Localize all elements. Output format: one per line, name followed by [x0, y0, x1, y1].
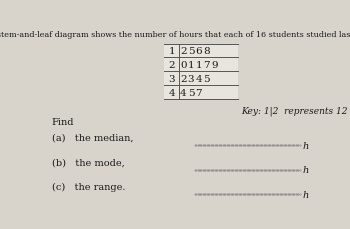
Text: The stem-and-leaf diagram shows the number of hours that each of 16 students stu: The stem-and-leaf diagram shows the numb… [0, 30, 350, 38]
Text: 4: 4 [168, 88, 175, 97]
Text: 1: 1 [195, 60, 202, 70]
Text: 2: 2 [168, 60, 175, 70]
Text: 4: 4 [195, 74, 202, 83]
Text: 5: 5 [188, 88, 194, 97]
Text: 5: 5 [188, 47, 194, 56]
FancyBboxPatch shape [164, 44, 238, 100]
Text: (a)   the median,: (a) the median, [51, 133, 133, 142]
Text: 5: 5 [203, 74, 210, 83]
Text: 2: 2 [180, 74, 187, 83]
Text: Find: Find [51, 118, 74, 127]
Text: 7: 7 [203, 60, 210, 70]
Text: 3: 3 [188, 74, 194, 83]
Text: 1: 1 [168, 47, 175, 56]
Text: h: h [303, 190, 309, 199]
Text: 6: 6 [195, 47, 202, 56]
Text: (b)   the mode,: (b) the mode, [51, 158, 124, 167]
Text: 4: 4 [180, 88, 187, 97]
Text: Key: 1|2  represents 12 hours: Key: 1|2 represents 12 hours [241, 106, 350, 115]
Text: 3: 3 [168, 74, 175, 83]
Text: h: h [303, 166, 309, 174]
Text: 0: 0 [180, 60, 187, 70]
Text: 2: 2 [180, 47, 187, 56]
Text: 9: 9 [211, 60, 218, 70]
Text: (c)   the range.: (c) the range. [51, 182, 125, 191]
Text: 7: 7 [195, 88, 202, 97]
Text: h: h [303, 141, 309, 150]
Text: 8: 8 [203, 47, 210, 56]
Text: 1: 1 [188, 60, 194, 70]
